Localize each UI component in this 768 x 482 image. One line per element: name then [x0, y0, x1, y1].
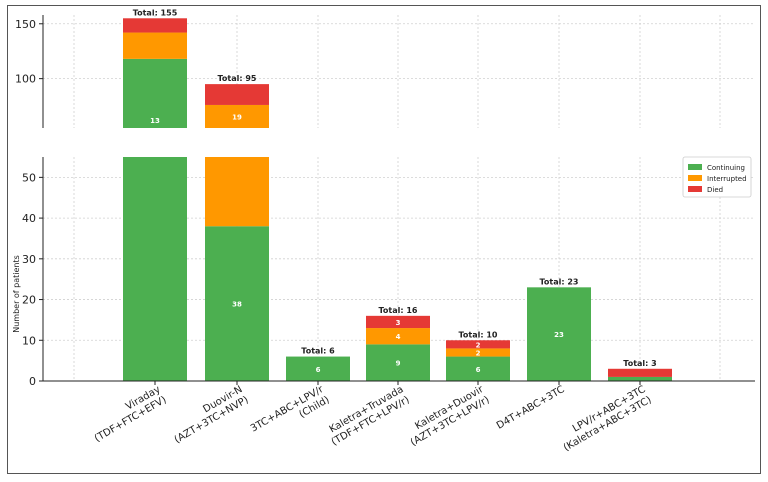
bar-total-label: Total: 95 — [218, 74, 257, 83]
xtick-label: LPV/r+ABC+3TC(Kaletra+ABC+3TC) — [556, 384, 654, 454]
xtick-label: Viraday(TDF+FTC+EFV) — [87, 384, 169, 445]
bar-segment-continuing-lower — [123, 157, 187, 381]
segment-value-label: 23 — [554, 331, 564, 339]
lower-ytick-label: 0 — [29, 375, 36, 388]
bar-segment-continuing-lower — [527, 287, 591, 381]
segment-value-label: 2 — [476, 341, 481, 349]
legend-label-continuing: Continuing — [707, 164, 745, 172]
segment-value-label: 3 — [396, 319, 401, 327]
bar-segment-interrupted-upper — [123, 32, 187, 59]
bar-segment-interrupted-lower — [446, 348, 510, 357]
lower-ytick-label: 20 — [22, 294, 36, 307]
lower-ytick-label: 30 — [22, 253, 36, 266]
bar-segment-died-upper — [205, 84, 269, 105]
segment-value-label: 2 — [476, 349, 481, 357]
legend-swatch-died — [688, 186, 702, 192]
legend-label-interrupted: Interrupted — [707, 175, 747, 183]
segment-value-label: 13 — [150, 117, 160, 125]
legend-swatch-interrupted — [688, 175, 702, 181]
xtick-label: Kaletra+Duovir(AZT+3TC+LPV/r) — [403, 384, 492, 449]
segment-value-label: 6 — [476, 366, 481, 374]
figure-frame — [7, 5, 761, 474]
lower-ytick-label: 10 — [22, 334, 36, 347]
bar-total-label: Total: 16 — [379, 306, 418, 315]
bar-segment-interrupted-upper — [205, 104, 269, 128]
bar-segment-died-upper — [123, 18, 187, 33]
bar-total-label: Total: 23 — [540, 277, 579, 286]
legend-swatch-continuing — [688, 164, 702, 170]
bar-segment-continuing-lower — [608, 376, 672, 381]
xtick-label-line: D4T+ABC+3TC — [495, 384, 567, 432]
legend-label-died: Died — [707, 186, 723, 194]
xtick-label: Kaletra+Truvada(TDF+FTC+LPV/r) — [324, 384, 412, 448]
segment-value-label: 9 — [396, 360, 401, 368]
bar-segment-died-lower — [446, 340, 510, 349]
segment-value-label: 38 — [232, 301, 242, 309]
xtick-label: 3TC+ABC+LPV/r(Child) — [249, 384, 332, 445]
lower-ytick-label: 40 — [22, 212, 36, 225]
segment-value-label: 19 — [232, 113, 242, 121]
upper-ytick-label: 150 — [15, 18, 36, 31]
bar-segment-continuing-lower — [366, 344, 430, 381]
bar-segment-continuing-lower — [205, 226, 269, 381]
segment-value-label: 6 — [316, 366, 321, 374]
bar-total-label: Total: 6 — [301, 347, 335, 356]
bar-segment-interrupted-lower — [366, 328, 430, 345]
bar-total-label: Total: 155 — [133, 8, 178, 17]
bar-segment-continuing-upper — [123, 58, 187, 128]
segment-value-label: 4 — [396, 333, 401, 341]
xtick-label: D4T+ABC+3TC — [495, 384, 567, 432]
bar-segment-died-lower — [366, 315, 430, 329]
y-axis-label: Number of patients — [12, 255, 21, 333]
bar-segment-interrupted-lower — [205, 157, 269, 227]
lower-ytick-label: 50 — [22, 171, 36, 184]
xtick-label: Duovir-N(AZT+3TC+NVP) — [167, 384, 251, 446]
bar-total-label: Total: 3 — [623, 359, 656, 368]
bar-segment-continuing-lower — [286, 356, 350, 381]
upper-ytick-label: 100 — [15, 73, 36, 86]
bar-segment-died-lower — [608, 368, 672, 377]
bar-total-label: Total: 10 — [459, 330, 498, 339]
bar-segment-continuing-lower — [446, 356, 510, 381]
